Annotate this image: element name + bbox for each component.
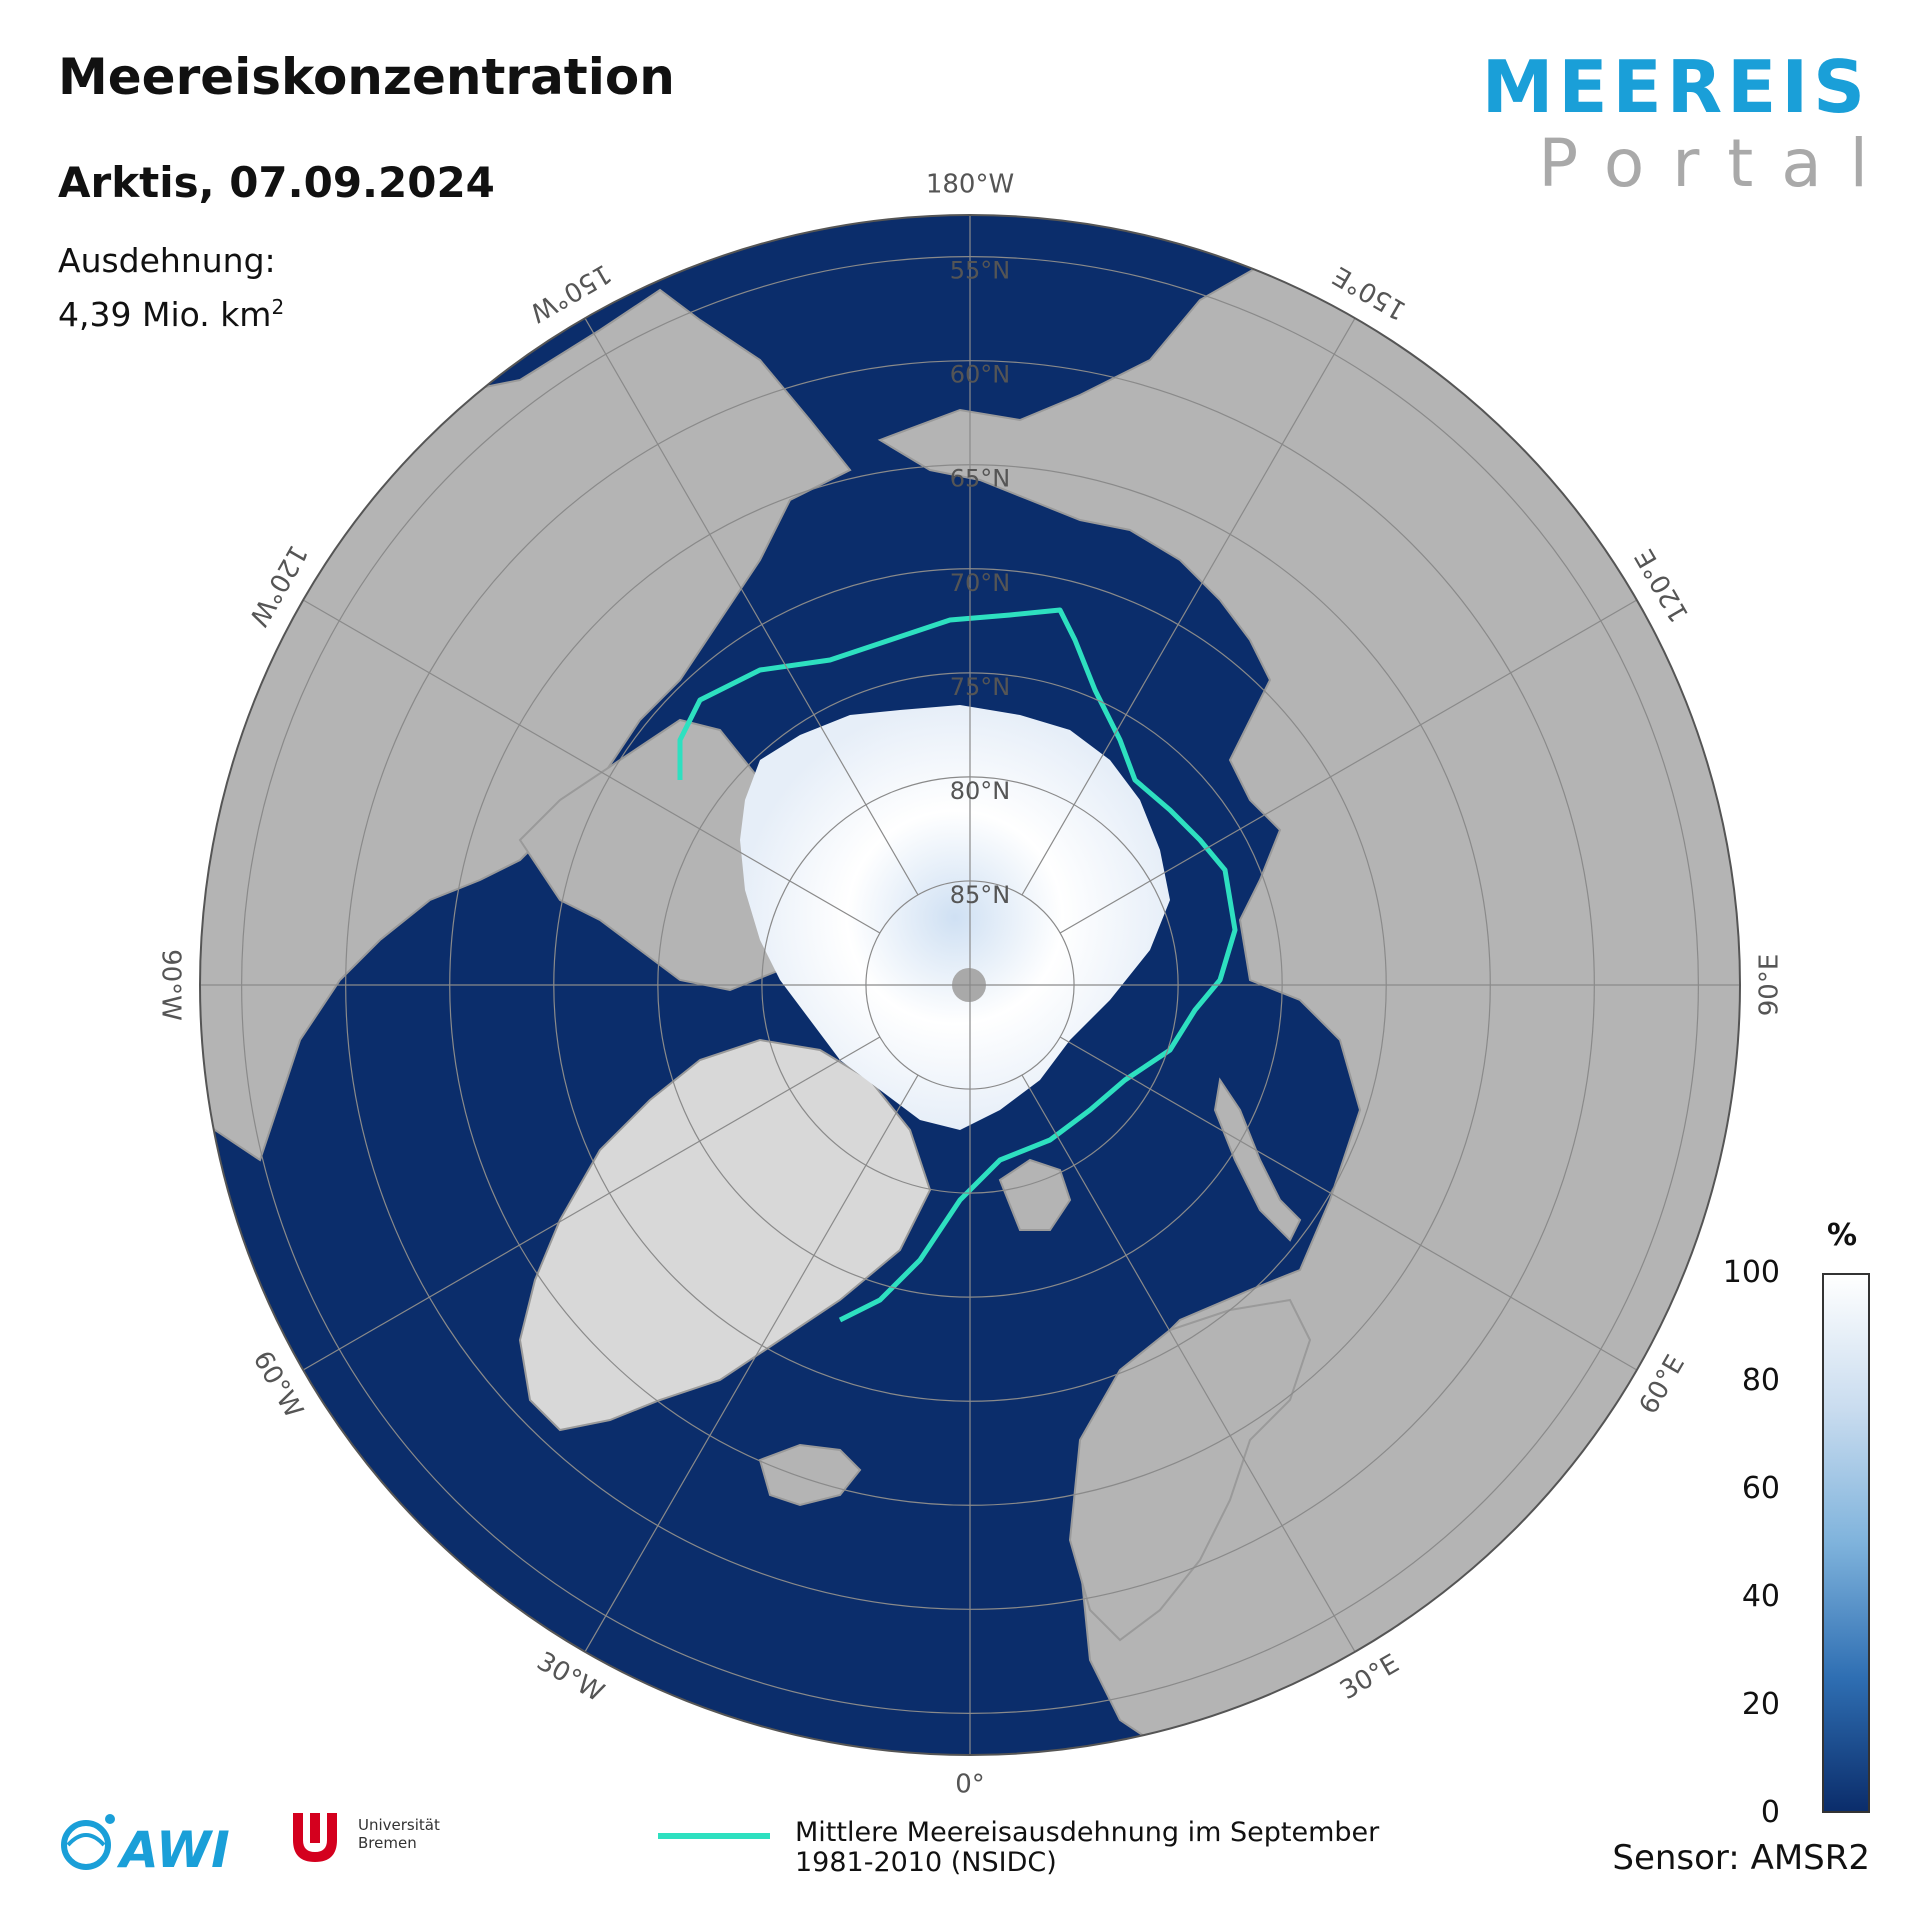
- lat-label: 80°N: [950, 777, 1011, 805]
- legend-label-1: Mittlere Meereisausdehnung im September: [795, 1817, 1380, 1848]
- graticule-lon--30: [584, 1074, 919, 1653]
- extent-unit-superscript: 2: [271, 295, 285, 319]
- awi-logo-text: AWI: [116, 1821, 230, 1875]
- graticule-lon--150: [584, 317, 919, 896]
- sea-ice-extent: Ausdehnung: 4,39 Mio. km2: [58, 238, 284, 338]
- lat-label: 70°N: [950, 569, 1011, 597]
- lat-label: 65°N: [950, 465, 1011, 493]
- lat-label: 85°N: [950, 881, 1011, 909]
- mean-extent-line: [677, 607, 1238, 1323]
- colorbar-unit: %: [1826, 1218, 1858, 1253]
- portal-logo-line1: MEEREIS: [1481, 45, 1870, 129]
- map-border: [199, 214, 1741, 1756]
- colorbar-tick: 60: [1741, 1471, 1780, 1506]
- land-greenland: [518, 1038, 932, 1432]
- extent-label: Ausdehnung:: [58, 241, 276, 280]
- colorbar-tick: 20: [1741, 1687, 1780, 1722]
- extent-value: 4,39 Mio. km: [58, 295, 272, 334]
- uni-bremen-line1: Universität: [358, 1816, 440, 1834]
- map-disc: [200, 215, 1740, 1755]
- graticule-lon--60: [302, 1036, 881, 1371]
- lat-label: 55°N: [950, 257, 1011, 285]
- awi-logo[interactable]: AWI: [58, 1805, 258, 1875]
- graticule-lon-60: [1059, 1036, 1638, 1371]
- lon-label: 0°: [955, 1770, 985, 1800]
- sensor-label: Sensor: AMSR2: [1612, 1838, 1870, 1878]
- graticule-lon-120: [1059, 599, 1638, 934]
- awi-arc-icon: [66, 1833, 106, 1847]
- awi-star-icon: [105, 1814, 115, 1824]
- colorbar-tick: 80: [1741, 1363, 1780, 1398]
- uni-bremen-logo[interactable]: Universität Bremen: [288, 1808, 468, 1868]
- graticule-lon-30: [1021, 1074, 1356, 1653]
- uni-bremen-bar-icon: [310, 1813, 320, 1843]
- land-iceland: [758, 1443, 862, 1507]
- lat-label: 60°N: [950, 361, 1011, 389]
- lon-label: 180°W: [926, 170, 1014, 200]
- page-title: Meereiskonzentration: [58, 48, 675, 106]
- awi-globe-icon: [61, 1820, 111, 1870]
- legend-label-2: 1981-2010 (NSIDC): [795, 1847, 1057, 1878]
- colorbar-tick: 100: [1722, 1255, 1780, 1290]
- graticule-lon-150: [1021, 317, 1356, 896]
- colorbar: [1822, 1273, 1870, 1813]
- latitude-labels: 55°N 60°N 65°N 70°N 75°N 80°N 85°N: [950, 257, 1011, 909]
- colorbar-tick: 0: [1760, 1795, 1780, 1830]
- graticule-lon--120: [302, 599, 881, 934]
- uni-bremen-u-icon: [293, 1813, 337, 1862]
- lon-label: 90°E: [1755, 954, 1785, 1017]
- page-subtitle: Arktis, 07.09.2024: [58, 158, 495, 207]
- portal-logo-line2: Portal: [1538, 125, 1896, 202]
- colorbar-tick: 40: [1741, 1579, 1780, 1614]
- meereisportal-logo[interactable]: MEEREIS Portal: [1482, 50, 1870, 204]
- sea-ice-area: [740, 705, 1170, 1130]
- uni-bremen-line2: Bremen: [358, 1834, 417, 1852]
- graticule: [200, 215, 1740, 1755]
- lat-label: 75°N: [950, 673, 1011, 701]
- legend-text: Mittlere Meereisausdehnung im September …: [795, 1818, 1379, 1878]
- land-svalbard: [998, 1158, 1072, 1231]
- lon-label: 90°W: [156, 949, 186, 1021]
- land-novaya-zemlya: [1213, 1077, 1302, 1242]
- land-scandinavia: [1068, 1298, 1312, 1642]
- legend-line-swatch: [658, 1833, 770, 1839]
- extent-value-row: 4,39 Mio. km2: [58, 284, 284, 338]
